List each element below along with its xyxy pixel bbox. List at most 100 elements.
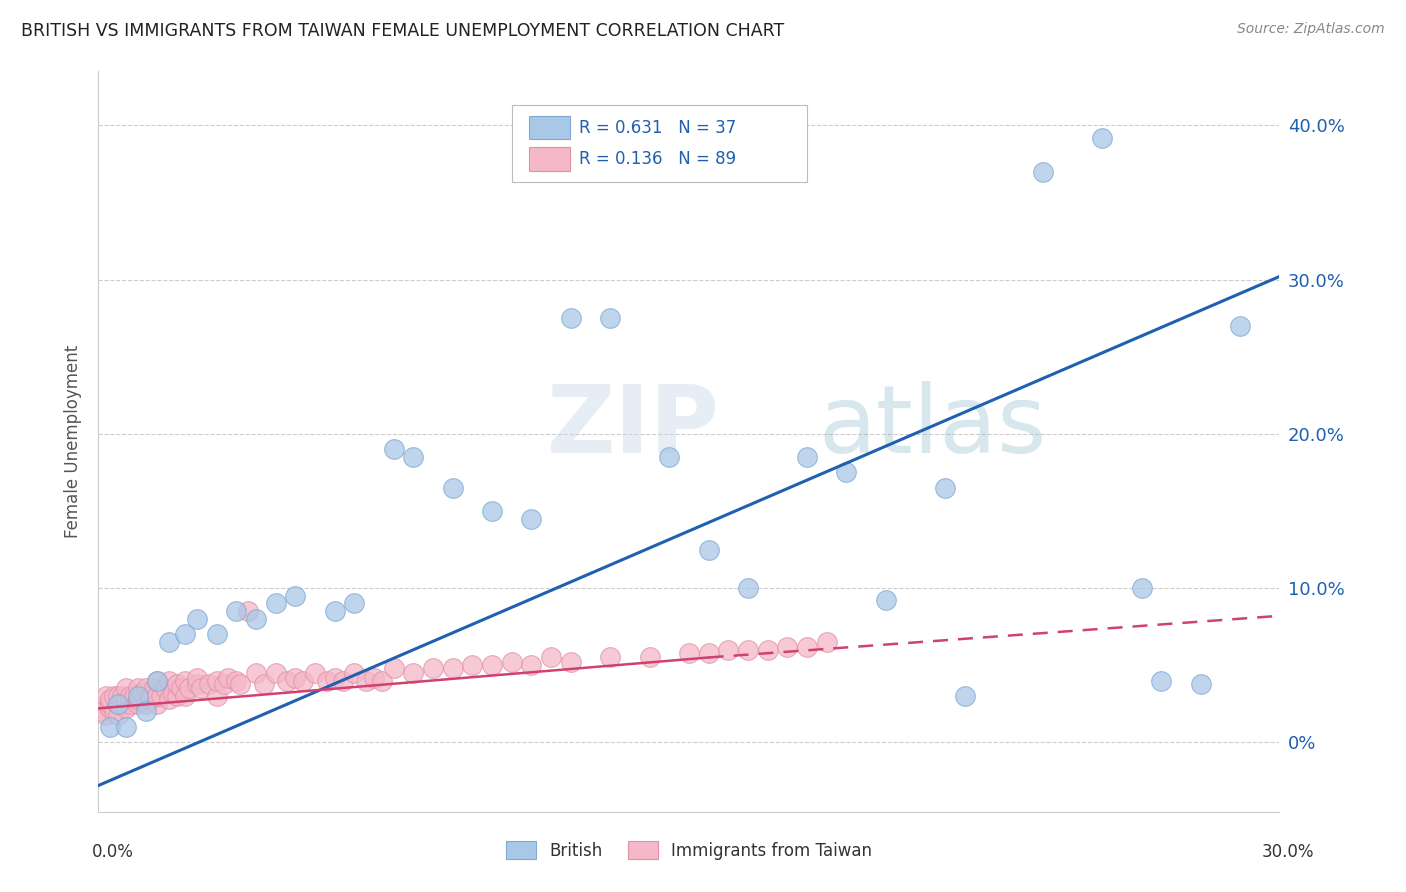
Point <box>402 450 425 464</box>
Point <box>186 612 208 626</box>
Point <box>1130 581 1153 595</box>
Point <box>323 604 346 618</box>
Text: atlas: atlas <box>818 381 1047 473</box>
Point <box>107 689 129 703</box>
Point <box>186 671 208 685</box>
Point <box>441 661 464 675</box>
Point <box>107 697 129 711</box>
Point <box>264 597 287 611</box>
Point <box>190 681 212 696</box>
Text: ZIP: ZIP <box>547 381 720 473</box>
Point <box>520 658 543 673</box>
Point <box>481 504 503 518</box>
Point <box>122 689 145 703</box>
Text: 0.0%: 0.0% <box>91 843 134 861</box>
Point <box>174 689 197 703</box>
Point <box>441 481 464 495</box>
Point <box>107 707 129 722</box>
Point <box>131 686 153 700</box>
Point <box>150 689 173 703</box>
Point <box>197 676 219 690</box>
Point <box>658 450 681 464</box>
Point <box>638 650 661 665</box>
Point <box>146 689 169 703</box>
Point <box>115 692 138 706</box>
Point <box>170 681 193 696</box>
Point <box>815 635 838 649</box>
Point <box>501 655 523 669</box>
Point <box>157 692 180 706</box>
Point <box>953 689 976 703</box>
Point <box>599 311 621 326</box>
Point <box>146 697 169 711</box>
Point <box>138 689 160 703</box>
Point <box>91 705 114 719</box>
Point <box>776 640 799 654</box>
Point <box>217 671 239 685</box>
Point <box>138 692 160 706</box>
Point <box>1229 318 1251 333</box>
Point <box>96 697 118 711</box>
Point <box>284 671 307 685</box>
Point <box>225 673 247 688</box>
Point <box>155 681 177 696</box>
Point <box>115 701 138 715</box>
Point <box>205 627 228 641</box>
Point <box>107 697 129 711</box>
FancyBboxPatch shape <box>530 116 569 139</box>
FancyBboxPatch shape <box>512 104 807 183</box>
Point <box>115 720 138 734</box>
Point <box>115 681 138 696</box>
Point <box>1150 673 1173 688</box>
Text: 30.0%: 30.0% <box>1263 843 1315 861</box>
Point <box>343 597 366 611</box>
Point <box>520 511 543 525</box>
Point <box>205 689 228 703</box>
Point <box>186 676 208 690</box>
Legend: British, Immigrants from Taiwan: British, Immigrants from Taiwan <box>499 835 879 866</box>
Point <box>276 673 298 688</box>
Point <box>934 481 956 495</box>
Point <box>142 681 165 696</box>
Point <box>103 689 125 703</box>
Point <box>146 673 169 688</box>
Point <box>127 689 149 703</box>
Y-axis label: Female Unemployment: Female Unemployment <box>65 345 83 538</box>
Point <box>756 642 779 657</box>
Point <box>796 640 818 654</box>
Point <box>245 612 267 626</box>
Point <box>177 681 200 696</box>
Point <box>371 673 394 688</box>
Point <box>343 665 366 680</box>
Point <box>127 681 149 696</box>
Point <box>98 701 121 715</box>
Point <box>1189 676 1212 690</box>
Point <box>796 450 818 464</box>
Point <box>96 689 118 703</box>
Point <box>402 665 425 680</box>
Point <box>135 705 157 719</box>
Text: R = 0.136   N = 89: R = 0.136 N = 89 <box>579 150 737 168</box>
Point <box>264 665 287 680</box>
Point <box>599 650 621 665</box>
Point <box>229 676 252 690</box>
Point <box>315 673 337 688</box>
Point <box>157 635 180 649</box>
Point <box>540 650 562 665</box>
Point <box>146 673 169 688</box>
Point <box>253 676 276 690</box>
Text: R = 0.631   N = 37: R = 0.631 N = 37 <box>579 119 737 136</box>
Point <box>111 689 134 703</box>
Point <box>96 707 118 722</box>
Point <box>236 604 259 618</box>
Point <box>292 673 315 688</box>
Point <box>98 697 121 711</box>
Point <box>98 720 121 734</box>
Point <box>103 705 125 719</box>
Point <box>157 673 180 688</box>
Point <box>166 676 188 690</box>
Point <box>560 655 582 669</box>
Point <box>354 673 377 688</box>
Point <box>332 673 354 688</box>
Point <box>481 658 503 673</box>
